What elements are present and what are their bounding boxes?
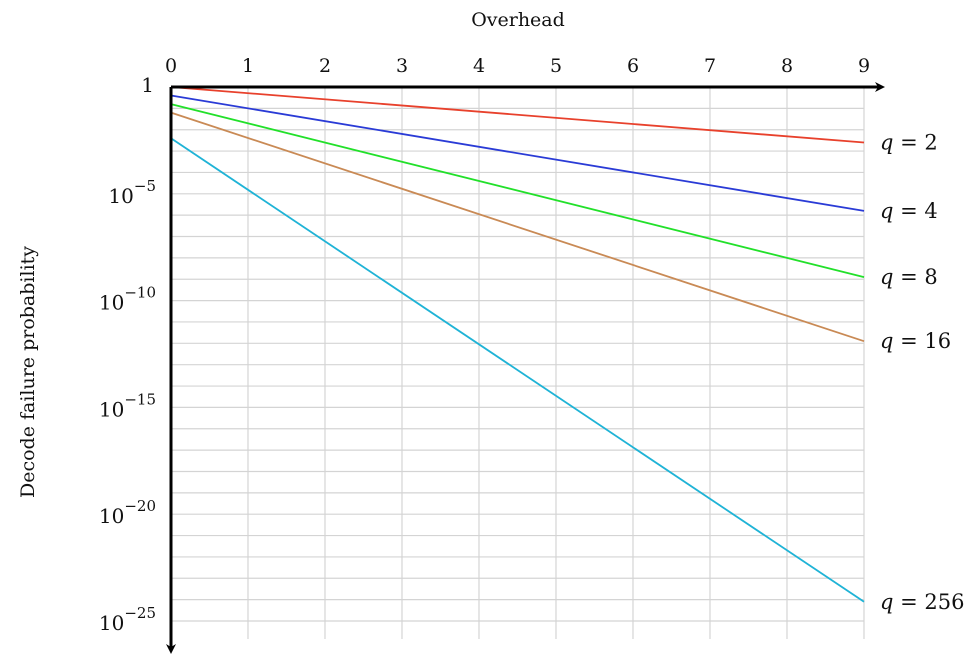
y-tick-label: 10−20 (99, 497, 156, 528)
series-line (170, 103, 865, 278)
x-tick-label: 8 (781, 55, 793, 77)
x-tick-label: 3 (396, 55, 408, 77)
x-tick-labels: 0 1 2 3 4 5 6 7 8 9 (165, 55, 870, 77)
x-tick-label: 7 (704, 55, 716, 77)
series-labels: q = 2 q = 4 q = 8 q = 16 q = 256 (880, 131, 964, 614)
x-tick-label: 5 (550, 55, 562, 77)
x-tick-label: 2 (319, 55, 331, 77)
x-tick-label: 4 (473, 55, 485, 77)
y-tick-label: 10−15 (99, 390, 156, 421)
y-tick-label: 10−25 (99, 604, 156, 635)
y-tick-label: 1 (141, 73, 154, 97)
series-label: q = 256 (880, 590, 964, 614)
series-line (170, 94, 865, 212)
gridlines (170, 86, 865, 639)
y-tick-labels: 1 10−5 10−10 10−15 10−20 10−25 (99, 73, 156, 635)
x-tick-label: 0 (165, 55, 177, 77)
y-tick-label: 10−5 (108, 177, 156, 208)
series-lines (170, 86, 865, 603)
x-tick-label: 6 (627, 55, 639, 77)
y-axis-title: Decode failure probability (17, 246, 39, 498)
series-line (170, 137, 865, 603)
series-label: q = 8 (880, 265, 938, 289)
y-tick-label: 10−10 (99, 284, 156, 315)
series-label: q = 2 (880, 131, 938, 155)
series-label: q = 16 (880, 329, 951, 353)
x-tick-label: 1 (242, 55, 254, 77)
x-tick-label: 9 (858, 55, 870, 77)
x-axis-title: Overhead (471, 9, 565, 31)
series-label: q = 4 (880, 199, 938, 223)
series-line (170, 111, 865, 343)
series-line (170, 86, 865, 144)
